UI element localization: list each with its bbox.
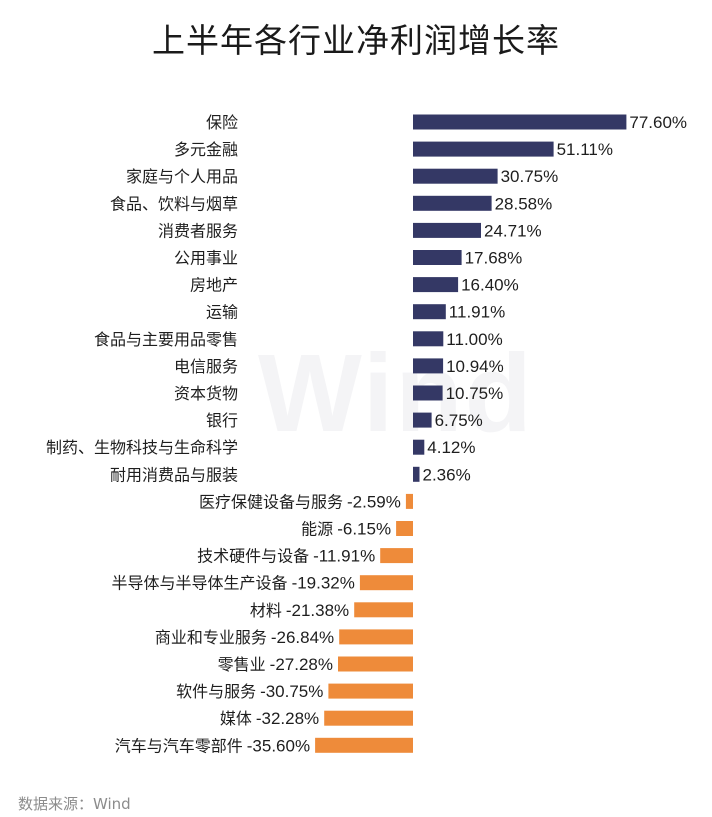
bar-1 [413, 141, 554, 157]
bar-8 [413, 331, 444, 347]
bar-9 [413, 358, 444, 374]
bar-16 [380, 548, 413, 564]
bar-18 [354, 602, 413, 618]
category-label-0: 保险 [206, 113, 238, 132]
value-label-14: -2.59% [347, 492, 401, 511]
value-label-23: -35.60% [247, 736, 310, 755]
chart-title: 上半年各行业净利润增长率 [152, 21, 560, 60]
category-label-12: 制药、生物科技与生命科学 [46, 438, 238, 457]
category-label-20: 零售业 [218, 655, 266, 674]
category-label-2: 家庭与个人用品 [126, 167, 238, 186]
bar-11 [413, 412, 432, 428]
value-label-7: 11.91% [449, 303, 505, 322]
category-label-21: 软件与服务 [176, 682, 256, 701]
source-note: 数据来源：Wind [18, 795, 131, 813]
category-label-8: 食品与主要用品零售 [94, 330, 238, 349]
value-label-1: 51.11% [557, 140, 613, 159]
bar-10 [413, 385, 443, 401]
bar-chart: 77.60% 保险 51.11% 多元金融 30.75% 家庭与个人用品 28.58% 食品、… [46, 113, 687, 755]
bar-20 [338, 656, 413, 672]
value-label-4: 24.71% [484, 221, 542, 240]
watermark-logo: Wind [258, 332, 534, 455]
bar-3 [413, 195, 492, 211]
category-label-3: 食品、饮料与烟草 [110, 194, 238, 213]
value-label-3: 28.58% [495, 194, 553, 213]
category-label-23: 汽车与汽车零部件 [115, 736, 243, 755]
value-label-22: -32.28% [256, 709, 319, 728]
value-label-19: -26.84% [271, 628, 334, 647]
category-label-10: 资本货物 [174, 384, 238, 403]
bar-15 [396, 521, 413, 536]
category-label-4: 消费者服务 [158, 221, 238, 240]
category-label-18: 材料 [250, 601, 282, 620]
category-label-22: 媒体 [220, 709, 252, 728]
bar-13 [413, 466, 420, 482]
category-label-19: 商业和专业服务 [155, 628, 267, 647]
category-label-9: 电信服务 [174, 357, 238, 376]
bar-0 [413, 114, 627, 130]
bar-4 [413, 222, 481, 238]
bar-17 [359, 575, 413, 591]
bar-23 [315, 737, 413, 753]
category-label-6: 房地产 [190, 276, 238, 295]
category-label-7: 运输 [206, 303, 238, 322]
category-label-17: 半导体与半导体生产设备 [111, 574, 287, 593]
bar-14 [405, 493, 413, 509]
value-label-20: -27.28% [270, 655, 333, 674]
value-label-12: 4.12% [427, 438, 475, 457]
bar-22 [324, 710, 413, 726]
value-label-13: 2.36% [423, 465, 471, 484]
value-label-6: 16.40% [461, 276, 519, 295]
value-label-8: 11.00% [446, 330, 502, 349]
value-label-15: -6.15% [337, 520, 391, 539]
category-label-15: 能源 [301, 520, 333, 539]
category-label-5: 公用事业 [174, 249, 238, 268]
bar-5 [413, 250, 462, 265]
bar-12 [413, 439, 425, 455]
value-label-11: 6.75% [435, 411, 483, 430]
category-label-16: 技术硬件与设备 [197, 547, 309, 566]
value-label-10: 10.75% [446, 384, 504, 403]
category-label-11: 银行 [206, 411, 238, 430]
category-label-14: 医疗保健设备与服务 [199, 492, 343, 511]
bar-2 [413, 168, 498, 184]
value-label-17: -19.32% [292, 574, 355, 593]
category-label-13: 耐用消费品与服装 [110, 465, 238, 484]
value-label-21: -30.75% [260, 682, 323, 701]
value-label-5: 17.68% [465, 249, 523, 268]
bars-layer: 77.60% 保险 51.11% 多元金融 30.75% 家庭与个人用品 28.58% 食品、… [46, 113, 687, 755]
category-label-1: 多元金融 [174, 140, 238, 159]
bar-21 [328, 683, 413, 699]
value-label-2: 30.75% [501, 167, 559, 186]
bar-19 [339, 629, 413, 645]
bar-7 [413, 304, 446, 320]
value-label-9: 10.94% [446, 357, 504, 376]
value-label-18: -21.38% [286, 601, 349, 620]
value-label-0: 77.60% [629, 113, 687, 132]
bar-6 [413, 277, 459, 293]
value-label-16: -11.91% [313, 547, 375, 566]
